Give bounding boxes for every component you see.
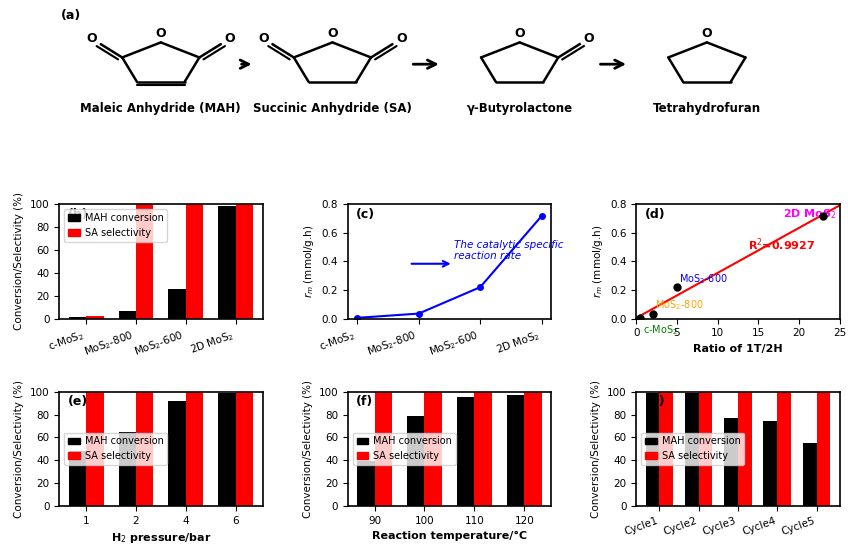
Text: Tetrahydrofuran: Tetrahydrofuran <box>653 102 761 115</box>
Bar <box>86 392 103 506</box>
Bar <box>699 392 712 506</box>
Bar <box>69 451 86 506</box>
Bar <box>375 392 392 506</box>
Text: Succinic Anhydride (SA): Succinic Anhydride (SA) <box>253 102 412 115</box>
Bar <box>236 392 254 506</box>
Bar <box>119 311 136 319</box>
Text: (e): (e) <box>68 395 87 408</box>
Text: 2D MoS$_2$: 2D MoS$_2$ <box>784 207 837 221</box>
Bar <box>236 205 254 319</box>
Bar <box>425 392 442 506</box>
Point <box>817 211 830 220</box>
Legend: MAH conversion, SA selectivity: MAH conversion, SA selectivity <box>353 433 456 465</box>
Bar <box>407 416 425 506</box>
Bar <box>685 393 699 506</box>
Text: R$^2$=0.9927: R$^2$=0.9927 <box>748 237 815 254</box>
Text: O: O <box>583 32 594 45</box>
Text: c-MoS$_2$: c-MoS$_2$ <box>643 324 678 337</box>
Bar <box>136 392 153 506</box>
Text: (f): (f) <box>356 395 373 408</box>
Y-axis label: Conversion/Selectivity (%): Conversion/Selectivity (%) <box>303 380 313 518</box>
Text: O: O <box>396 32 407 45</box>
Text: O: O <box>701 27 712 39</box>
Text: (g): (g) <box>644 395 665 408</box>
Text: (b): (b) <box>68 208 88 221</box>
Legend: MAH conversion, SA selectivity: MAH conversion, SA selectivity <box>641 433 745 465</box>
Bar <box>86 316 103 319</box>
Text: (a): (a) <box>61 9 81 22</box>
Bar <box>645 393 660 506</box>
Bar <box>186 205 204 319</box>
Y-axis label: $r_m$ (mmol/g.h): $r_m$ (mmol/g.h) <box>302 225 316 298</box>
Bar <box>457 398 474 506</box>
Y-axis label: Conversion/Selectivity (%): Conversion/Selectivity (%) <box>591 380 601 518</box>
Bar <box>357 461 375 506</box>
Point <box>633 314 647 322</box>
Text: The catalytic specific
reaction rate: The catalytic specific reaction rate <box>454 240 563 261</box>
Text: O: O <box>515 27 525 39</box>
Bar <box>803 443 817 506</box>
Text: O: O <box>327 27 338 39</box>
Text: Maleic Anhydride (MAH): Maleic Anhydride (MAH) <box>81 102 241 115</box>
Text: γ-Butyrolactone: γ-Butyrolactone <box>466 102 572 115</box>
Y-axis label: Conversion/Selectivity (%): Conversion/Selectivity (%) <box>14 380 25 518</box>
Bar <box>169 289 186 319</box>
Bar <box>119 431 136 506</box>
Bar <box>186 392 204 506</box>
Bar <box>763 421 778 506</box>
Text: (d): (d) <box>644 208 665 221</box>
Bar <box>524 392 542 506</box>
Text: O: O <box>155 27 166 39</box>
Text: O: O <box>225 32 235 45</box>
Bar <box>474 392 492 506</box>
Bar <box>660 392 673 506</box>
X-axis label: Ratio of 1T/2H: Ratio of 1T/2H <box>693 344 783 354</box>
Point <box>670 282 683 291</box>
Bar <box>507 395 524 506</box>
Bar <box>218 393 236 506</box>
Bar <box>738 392 751 506</box>
Y-axis label: $r_m$ (mmol/g.h): $r_m$ (mmol/g.h) <box>590 225 605 298</box>
Bar <box>218 206 236 319</box>
Point <box>646 309 660 318</box>
Legend: MAH conversion, SA selectivity: MAH conversion, SA selectivity <box>64 433 167 465</box>
Text: (c): (c) <box>356 208 375 221</box>
X-axis label: Reaction temperature/°C: Reaction temperature/°C <box>372 531 527 542</box>
X-axis label: H$_2$ pressure/bar: H$_2$ pressure/bar <box>110 531 211 545</box>
Bar <box>778 392 791 506</box>
Text: MoS$_2$-800: MoS$_2$-800 <box>655 299 704 312</box>
Bar <box>817 392 830 506</box>
Legend: MAH conversion, SA selectivity: MAH conversion, SA selectivity <box>64 209 167 242</box>
Bar <box>724 418 738 506</box>
Bar <box>69 317 86 319</box>
Text: O: O <box>86 32 97 45</box>
Y-axis label: Conversion/Selectivity (%): Conversion/Selectivity (%) <box>14 192 25 330</box>
Bar <box>169 401 186 506</box>
Text: MoS$_2$-600: MoS$_2$-600 <box>679 272 728 286</box>
Text: O: O <box>258 32 269 45</box>
Bar <box>136 205 153 319</box>
